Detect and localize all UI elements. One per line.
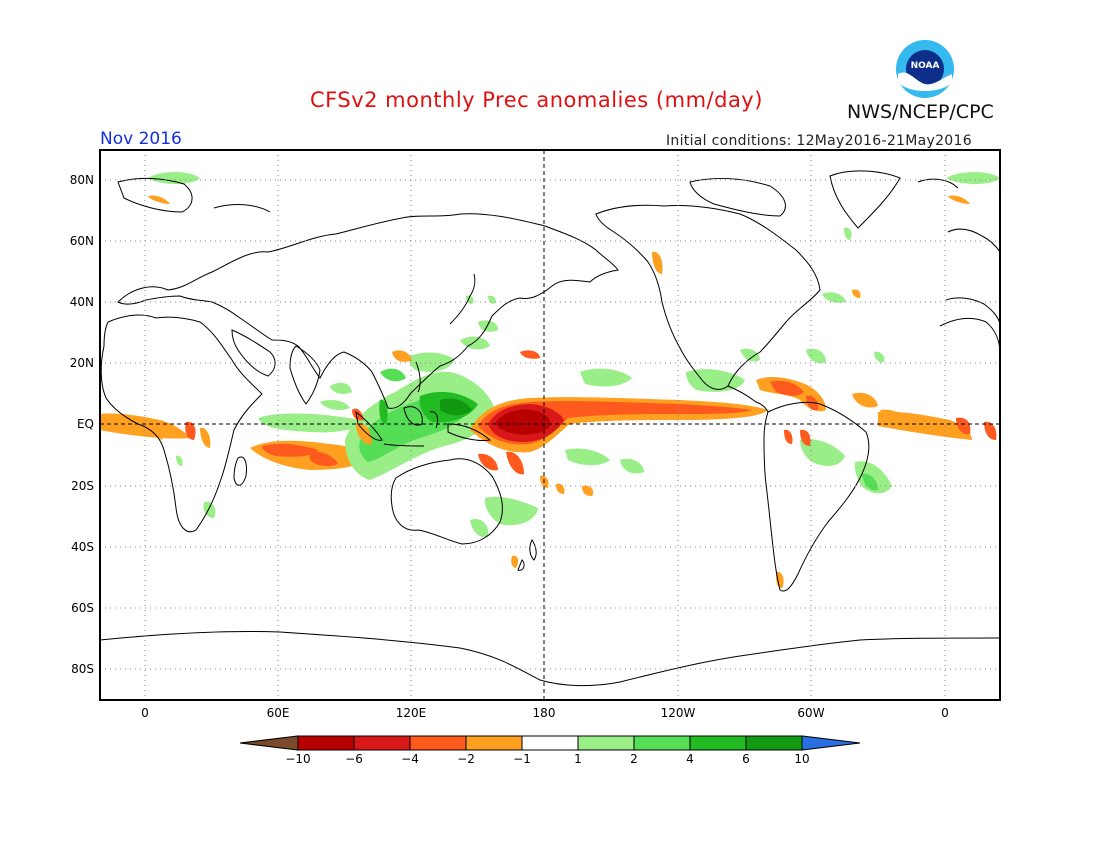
- color-bar-labels: −10 −6 −4 −2 −1 1 2 4 6 10: [285, 752, 809, 766]
- map-frame: [99, 149, 1001, 701]
- initial-conditions-label: Initial conditions: 12May2016-21May2016: [666, 133, 972, 149]
- coastlines: [100, 170, 1000, 687]
- lat-label: EQ: [77, 417, 94, 431]
- color-bar-tick-label: −6: [345, 752, 363, 766]
- color-bar-tick-label: −2: [457, 752, 475, 766]
- noaa-logo-text: NOAA: [911, 61, 940, 71]
- color-bar-tick-label: 4: [686, 752, 694, 766]
- color-bar-swatch: [353, 735, 411, 751]
- lat-labels: 80N 60N 40N 20N EQ 20S 40S 60S 80S: [70, 173, 94, 676]
- color-bar-swatch: [465, 735, 523, 751]
- color-bar-swatch: [689, 735, 747, 751]
- color-bar-tick-label: 1: [574, 752, 582, 766]
- color-bar-swatch: [577, 735, 635, 751]
- lon-label: 0: [941, 706, 949, 720]
- lon-label: 60W: [797, 706, 824, 720]
- color-bar-tick-label: 2: [630, 752, 638, 766]
- lon-label: 120W: [661, 706, 696, 720]
- lon-label: 120E: [396, 706, 427, 720]
- lat-label: 80S: [71, 662, 94, 676]
- agency-label: NWS/NCEP/CPC: [847, 101, 994, 123]
- color-bar-swatch: [297, 735, 355, 751]
- color-bar-swatch: [409, 735, 467, 751]
- lon-labels: 0 60E 120E 180 120W 60W 0: [141, 706, 949, 720]
- color-bar-tick-label: 10: [794, 752, 809, 766]
- lon-label: 60E: [267, 706, 290, 720]
- lon-label: 180: [533, 706, 556, 720]
- lat-label: 60N: [70, 234, 94, 248]
- color-bar-tick-label: 6: [742, 752, 750, 766]
- lat-label: 60S: [71, 601, 94, 615]
- lat-label: 80N: [70, 173, 94, 187]
- noaa-logo-icon: NOAA: [896, 40, 954, 98]
- equator-dateline: [100, 150, 1000, 700]
- color-bar-tick-label: −1: [513, 752, 531, 766]
- color-bar-tick-label: −10: [285, 752, 310, 766]
- color-bar-tick-label: −4: [401, 752, 419, 766]
- lat-label: 40S: [71, 540, 94, 554]
- valid-month-label: Nov 2016: [100, 129, 182, 149]
- lat-label: 20N: [70, 356, 94, 370]
- lat-label: 20S: [71, 479, 94, 493]
- color-bar-swatch: [521, 735, 579, 751]
- color-bar-swatches: [239, 735, 861, 751]
- map-title: CFSv2 monthly Prec anomalies (mm/day): [310, 88, 763, 112]
- lat-lon-grid: [100, 150, 1000, 700]
- color-bar-swatch-low-arrow: [239, 735, 299, 751]
- color-bar-swatch: [633, 735, 691, 751]
- color-bar-swatch: [745, 735, 803, 751]
- anomaly-layer: [100, 172, 1000, 588]
- lat-label: 40N: [70, 295, 94, 309]
- color-bar-swatch-high-arrow: [801, 735, 861, 751]
- color-bar: −10 −6 −4 −2 −1 1 2 4 6 10: [239, 735, 861, 766]
- lon-label: 0: [141, 706, 149, 720]
- map-panel: 80N 60N 40N 20N EQ 20S 40S 60S 80S 0 60E…: [70, 149, 1001, 720]
